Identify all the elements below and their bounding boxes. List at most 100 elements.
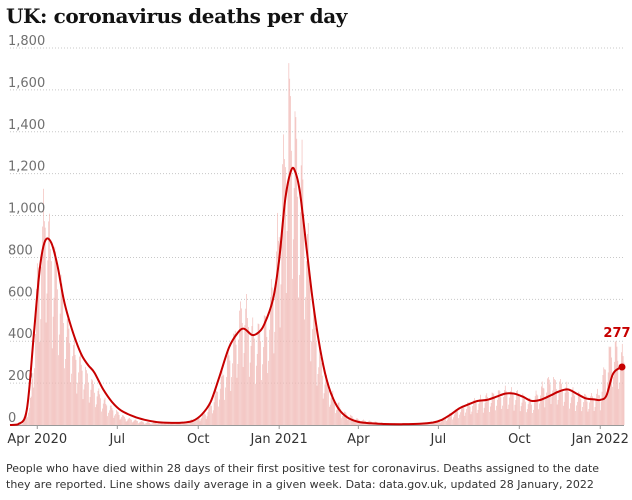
daily-bar	[455, 408, 457, 425]
daily-bar	[206, 416, 208, 425]
y-tick-label: 1,600	[8, 76, 45, 91]
daily-bar	[338, 402, 340, 425]
daily-bar	[226, 377, 227, 425]
daily-bar	[241, 308, 242, 425]
daily-bar	[494, 398, 496, 425]
daily-bar	[245, 308, 247, 425]
daily-bar	[562, 405, 564, 425]
daily-bar	[619, 382, 620, 425]
daily-bar	[42, 226, 43, 425]
daily-bar	[174, 423, 175, 425]
daily-bar	[565, 387, 567, 425]
daily-bar	[443, 417, 444, 425]
daily-bar	[82, 399, 84, 425]
daily-bar	[51, 348, 53, 425]
daily-bar	[135, 419, 137, 425]
daily-bar	[438, 421, 439, 425]
daily-bar	[563, 401, 565, 425]
daily-bar	[92, 380, 94, 425]
daily-bar	[65, 336, 67, 425]
daily-bar	[225, 387, 226, 425]
daily-bar	[581, 411, 583, 425]
daily-bar	[296, 138, 298, 425]
daily-bar	[597, 388, 598, 425]
daily-bar	[213, 402, 215, 425]
daily-bar	[83, 389, 85, 425]
daily-bar	[329, 404, 331, 425]
daily-bar	[253, 333, 254, 425]
daily-bar	[549, 384, 551, 425]
daily-bar	[102, 403, 104, 425]
daily-bar	[204, 413, 205, 425]
daily-bar	[449, 413, 451, 425]
daily-bar	[232, 363, 233, 425]
daily-bar	[202, 413, 203, 425]
daily-bar	[161, 423, 163, 425]
daily-bar	[233, 333, 234, 425]
daily-bar	[50, 249, 51, 425]
daily-bar	[470, 414, 472, 425]
daily-bar	[157, 423, 159, 425]
daily-bar	[257, 323, 259, 425]
daily-bar	[515, 400, 517, 425]
y-tick-label: 1,000	[8, 202, 45, 217]
daily-bar	[146, 422, 148, 425]
daily-bar	[183, 422, 185, 425]
daily-bar	[623, 362, 625, 425]
daily-bar	[548, 377, 549, 425]
daily-bar	[353, 421, 355, 425]
daily-bar	[87, 373, 88, 425]
daily-bar	[480, 394, 481, 425]
daily-bar	[616, 346, 618, 425]
daily-bar	[134, 419, 136, 425]
daily-bar	[181, 423, 182, 425]
daily-bar	[247, 318, 248, 425]
daily-bar	[566, 381, 568, 425]
daily-bar	[299, 212, 301, 425]
daily-bar	[479, 399, 481, 425]
daily-bar	[43, 188, 44, 425]
daily-bar	[498, 390, 500, 425]
daily-bar	[192, 419, 194, 425]
daily-bar	[585, 395, 587, 425]
daily-bar	[85, 366, 86, 425]
daily-bar	[166, 422, 167, 425]
daily-bar	[286, 231, 288, 425]
daily-bar	[180, 422, 181, 425]
daily-bar	[328, 390, 329, 425]
daily-bar	[115, 414, 116, 425]
daily-bar	[482, 400, 483, 425]
daily-bar	[43, 221, 45, 425]
daily-bar	[561, 383, 562, 425]
daily-bar	[123, 415, 124, 425]
daily-bar	[98, 388, 100, 425]
daily-bar	[53, 297, 55, 425]
daily-bar	[520, 406, 522, 425]
daily-bar	[530, 400, 532, 425]
daily-bar	[306, 261, 307, 425]
daily-bar	[359, 422, 361, 425]
daily-bar	[582, 406, 583, 425]
daily-bar	[142, 421, 144, 425]
daily-bar	[584, 394, 586, 425]
daily-bar	[141, 421, 143, 425]
daily-bar	[493, 393, 495, 425]
daily-bar	[259, 330, 261, 425]
daily-bar	[70, 382, 72, 425]
daily-bar	[131, 422, 133, 425]
daily-bar	[58, 355, 59, 425]
daily-bar	[163, 423, 165, 425]
daily-bar	[203, 413, 204, 425]
daily-bar	[314, 311, 315, 425]
daily-bar	[342, 416, 343, 425]
daily-bar	[104, 397, 106, 425]
daily-bar	[588, 408, 590, 425]
chart-title: UK: coronavirus deaths per day	[6, 4, 348, 28]
daily-bar	[577, 401, 578, 425]
daily-bar	[545, 398, 547, 425]
daily-bar	[340, 409, 342, 425]
x-tick-label: Jan 2021	[250, 432, 308, 447]
daily-bar	[73, 344, 74, 425]
daily-bar	[219, 399, 220, 425]
daily-bar	[451, 414, 452, 425]
